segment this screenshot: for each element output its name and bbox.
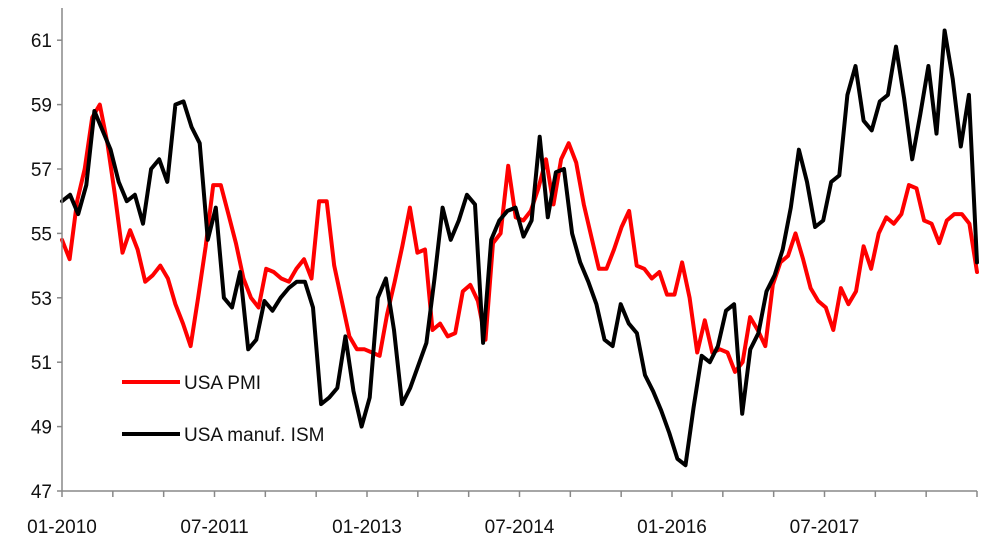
legend-label-usa-pmi: USA PMI — [184, 373, 261, 394]
x-tick-label: 01-2010 — [27, 517, 97, 538]
legend-label-usa-manuf-ism: USA manuf. ISM — [184, 425, 324, 446]
y-tick-label: 55 — [31, 224, 52, 245]
x-tick-label: 07-2011 — [180, 517, 248, 538]
y-tick-label: 59 — [31, 96, 52, 117]
series-layer — [60, 28, 979, 468]
axes-layer — [57, 8, 978, 497]
y-tick-label: 61 — [31, 31, 52, 52]
series-line-usa-manuf-ism — [60, 28, 979, 468]
y-tick-label: 51 — [31, 353, 52, 374]
x-tick-label: 01-2016 — [637, 517, 707, 538]
y-tick-label: 47 — [31, 482, 52, 503]
y-tick-label: 53 — [31, 289, 52, 310]
x-tick-label: 07-2014 — [485, 517, 555, 538]
x-tick-labels: 01-2010 07-2011 01-2013 07-2014 01-2016 07-20… — [27, 517, 859, 538]
x-tick-label: 07-2017 — [790, 517, 860, 538]
y-tick-label: 49 — [31, 418, 52, 439]
legend: USA PMI USA manuf. ISM — [122, 373, 324, 446]
y-tick-labels: 47 49 51 53 55 57 59 61 — [31, 31, 52, 503]
y-tick-label: 57 — [31, 160, 52, 181]
x-tick-label: 01-2013 — [332, 517, 402, 538]
